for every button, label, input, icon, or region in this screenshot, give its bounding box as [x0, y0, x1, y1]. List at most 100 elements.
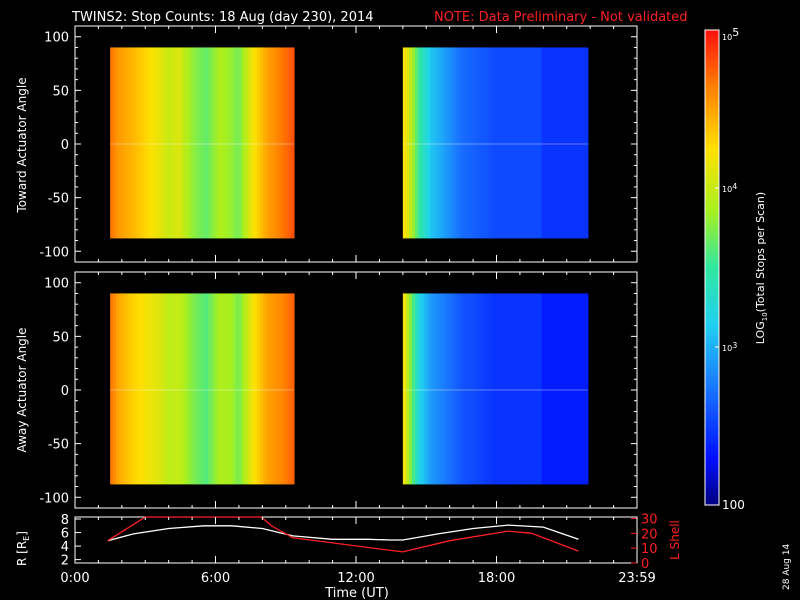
middle-heat-cell-1-17: [455, 293, 459, 485]
middle-heat-cell-0-13: [149, 293, 154, 485]
top-heat-cell-1-57: [578, 47, 583, 239]
top-heat-cell-0-55: [278, 47, 283, 239]
top-heatmap-panel: 100 50 0 -50 -100: [39, 25, 638, 263]
top-ytick-label-2: 0: [61, 138, 69, 153]
x-tick-label-2: 12:00: [337, 571, 374, 586]
middle-heat-cell-1-49: [553, 293, 558, 485]
colorbar-mid1-tick: 104: [722, 182, 737, 194]
top-heat-cell-1-12: [439, 47, 444, 239]
top-ytick-label-0: 100: [44, 31, 69, 46]
top-heat-cell-1-56: [575, 47, 580, 239]
middle-heat-cell-0-5: [125, 293, 130, 485]
top-heat-cell-0-33: [211, 47, 215, 239]
top-heat-cell-1-3: [412, 47, 416, 239]
middle-heat-cell-0-38: [226, 293, 231, 485]
middle-heat-cell-0-45: [247, 293, 252, 485]
bottom-right-ytick-label-0: 30: [641, 512, 658, 527]
top-heat-cell-1-16: [452, 47, 456, 239]
top-heat-cell-1-18: [458, 47, 463, 239]
middle-heat-cell-1-46: [544, 293, 549, 485]
top-heat-cell-0-45: [247, 47, 252, 239]
top-heat-cell-0-23: [180, 47, 185, 239]
middle-heat-cell-1-40: [526, 293, 530, 485]
middle-ytick-label-0: 100: [44, 277, 69, 292]
middle-heat-cell-0-1: [113, 293, 117, 485]
top-heat-cell-0-24: [183, 47, 188, 239]
middle-heat-cell-0-58: [287, 293, 292, 485]
x-tick-label-0: 0:00: [60, 571, 89, 586]
top-heat-cell-1-20: [464, 47, 469, 239]
top-heat-cell-1-42: [532, 47, 537, 239]
top-heat-cell-1-8: [427, 47, 432, 239]
middle-heat-cell-1-26: [483, 293, 487, 485]
top-heat-cell-0-20: [171, 47, 176, 239]
middle-heat-cell-0-16: [159, 293, 163, 485]
bottom-right-ytick-label-2: 10: [641, 542, 658, 557]
middle-heat-cell-1-4: [415, 293, 419, 485]
middle-heat-cell-1-44: [538, 293, 543, 485]
top-heat-cell-1-28: [489, 47, 493, 239]
bottom-right-ytick-label-3: 0: [641, 557, 649, 572]
preliminary-note: NOTE: Data Preliminary - Not validated: [434, 10, 688, 25]
middle-heatmap-panel: 100 50 0 -50 -100: [39, 271, 638, 509]
top-heat-cell-1-26: [483, 47, 487, 239]
bottom-left-ytick-label-0: 8: [61, 513, 69, 528]
middle-heat-cell-1-39: [523, 293, 527, 485]
top-heat-cell-1-4: [415, 47, 419, 239]
top-heat-cell-0-14: [153, 47, 157, 239]
x-axis-label: Time (UT): [324, 586, 389, 600]
top-heat-cell-0-1: [113, 47, 117, 239]
top-heat-cell-1-45: [541, 47, 546, 239]
middle-heat-cell-0-14: [153, 293, 157, 485]
colorbar-label: LOG10(Total Stops per Scan): [754, 192, 769, 344]
middle-heat-cell-0-41: [235, 293, 240, 485]
top-heat-cell-1-23: [473, 47, 478, 239]
top-heat-cell-1-1: [405, 47, 410, 239]
r-distance-line: [107, 524, 579, 542]
top-heat-cell-0-52: [269, 47, 274, 239]
middle-heat-cell-1-22: [470, 293, 475, 485]
middle-heat-cell-1-52: [563, 293, 567, 485]
top-heat-cell-0-34: [214, 47, 218, 239]
middle-heat-cell-1-31: [498, 293, 503, 485]
top-heat-cell-1-21: [467, 47, 472, 239]
middle-heat-cell-1-41: [529, 293, 533, 485]
chart-title: TWINS2: Stop Counts: 18 Aug (day 230), 2…: [71, 10, 374, 25]
middle-heat-cell-0-30: [202, 293, 206, 485]
top-ytick-label-1: 50: [52, 84, 69, 99]
top-heat-cell-1-43: [535, 47, 540, 239]
middle-heat-cell-1-37: [516, 293, 521, 485]
middle-heat-cell-1-10: [433, 293, 438, 485]
top-heat-cell-1-15: [449, 47, 453, 239]
top-heat-cell-0-8: [134, 47, 139, 239]
middle-heat-cell-0-42: [238, 293, 243, 485]
middle-heat-cell-1-0: [402, 293, 407, 485]
top-heat-cell-0-48: [257, 47, 261, 239]
middle-heat-cell-1-59: [584, 293, 589, 485]
colorbar-bottom-tick: 100: [722, 498, 745, 512]
top-heat-cell-1-9: [430, 47, 435, 239]
middle-heat-cell-1-28: [489, 293, 493, 485]
middle-heat-cell-1-9: [430, 293, 435, 485]
colorbar-gradient: [704, 29, 720, 506]
top-heat-cell-0-0: [110, 47, 114, 239]
top-heat-cell-1-52: [563, 47, 567, 239]
top-heat-cell-0-11: [143, 47, 148, 239]
middle-ylabel: Away Actuator Angle: [15, 327, 29, 452]
top-heat-cell-0-35: [217, 47, 222, 239]
middle-heat-cell-0-44: [244, 293, 249, 485]
top-heat-cell-1-10: [433, 47, 438, 239]
top-heat-cell-0-57: [284, 47, 289, 239]
middle-heat-cell-0-59: [290, 293, 295, 485]
top-heat-cell-0-38: [226, 47, 231, 239]
middle-heat-cell-0-4: [122, 293, 127, 485]
x-tick-label-1: 6:00: [201, 571, 230, 586]
middle-heat-cell-1-25: [479, 293, 484, 485]
middle-heat-cell-1-12: [439, 293, 444, 485]
middle-heat-cell-0-32: [208, 293, 212, 485]
middle-heat-cell-0-35: [217, 293, 222, 485]
top-heat-cell-0-26: [189, 47, 194, 239]
top-heat-cell-0-15: [156, 47, 160, 239]
middle-heat-cell-1-7: [424, 293, 429, 485]
